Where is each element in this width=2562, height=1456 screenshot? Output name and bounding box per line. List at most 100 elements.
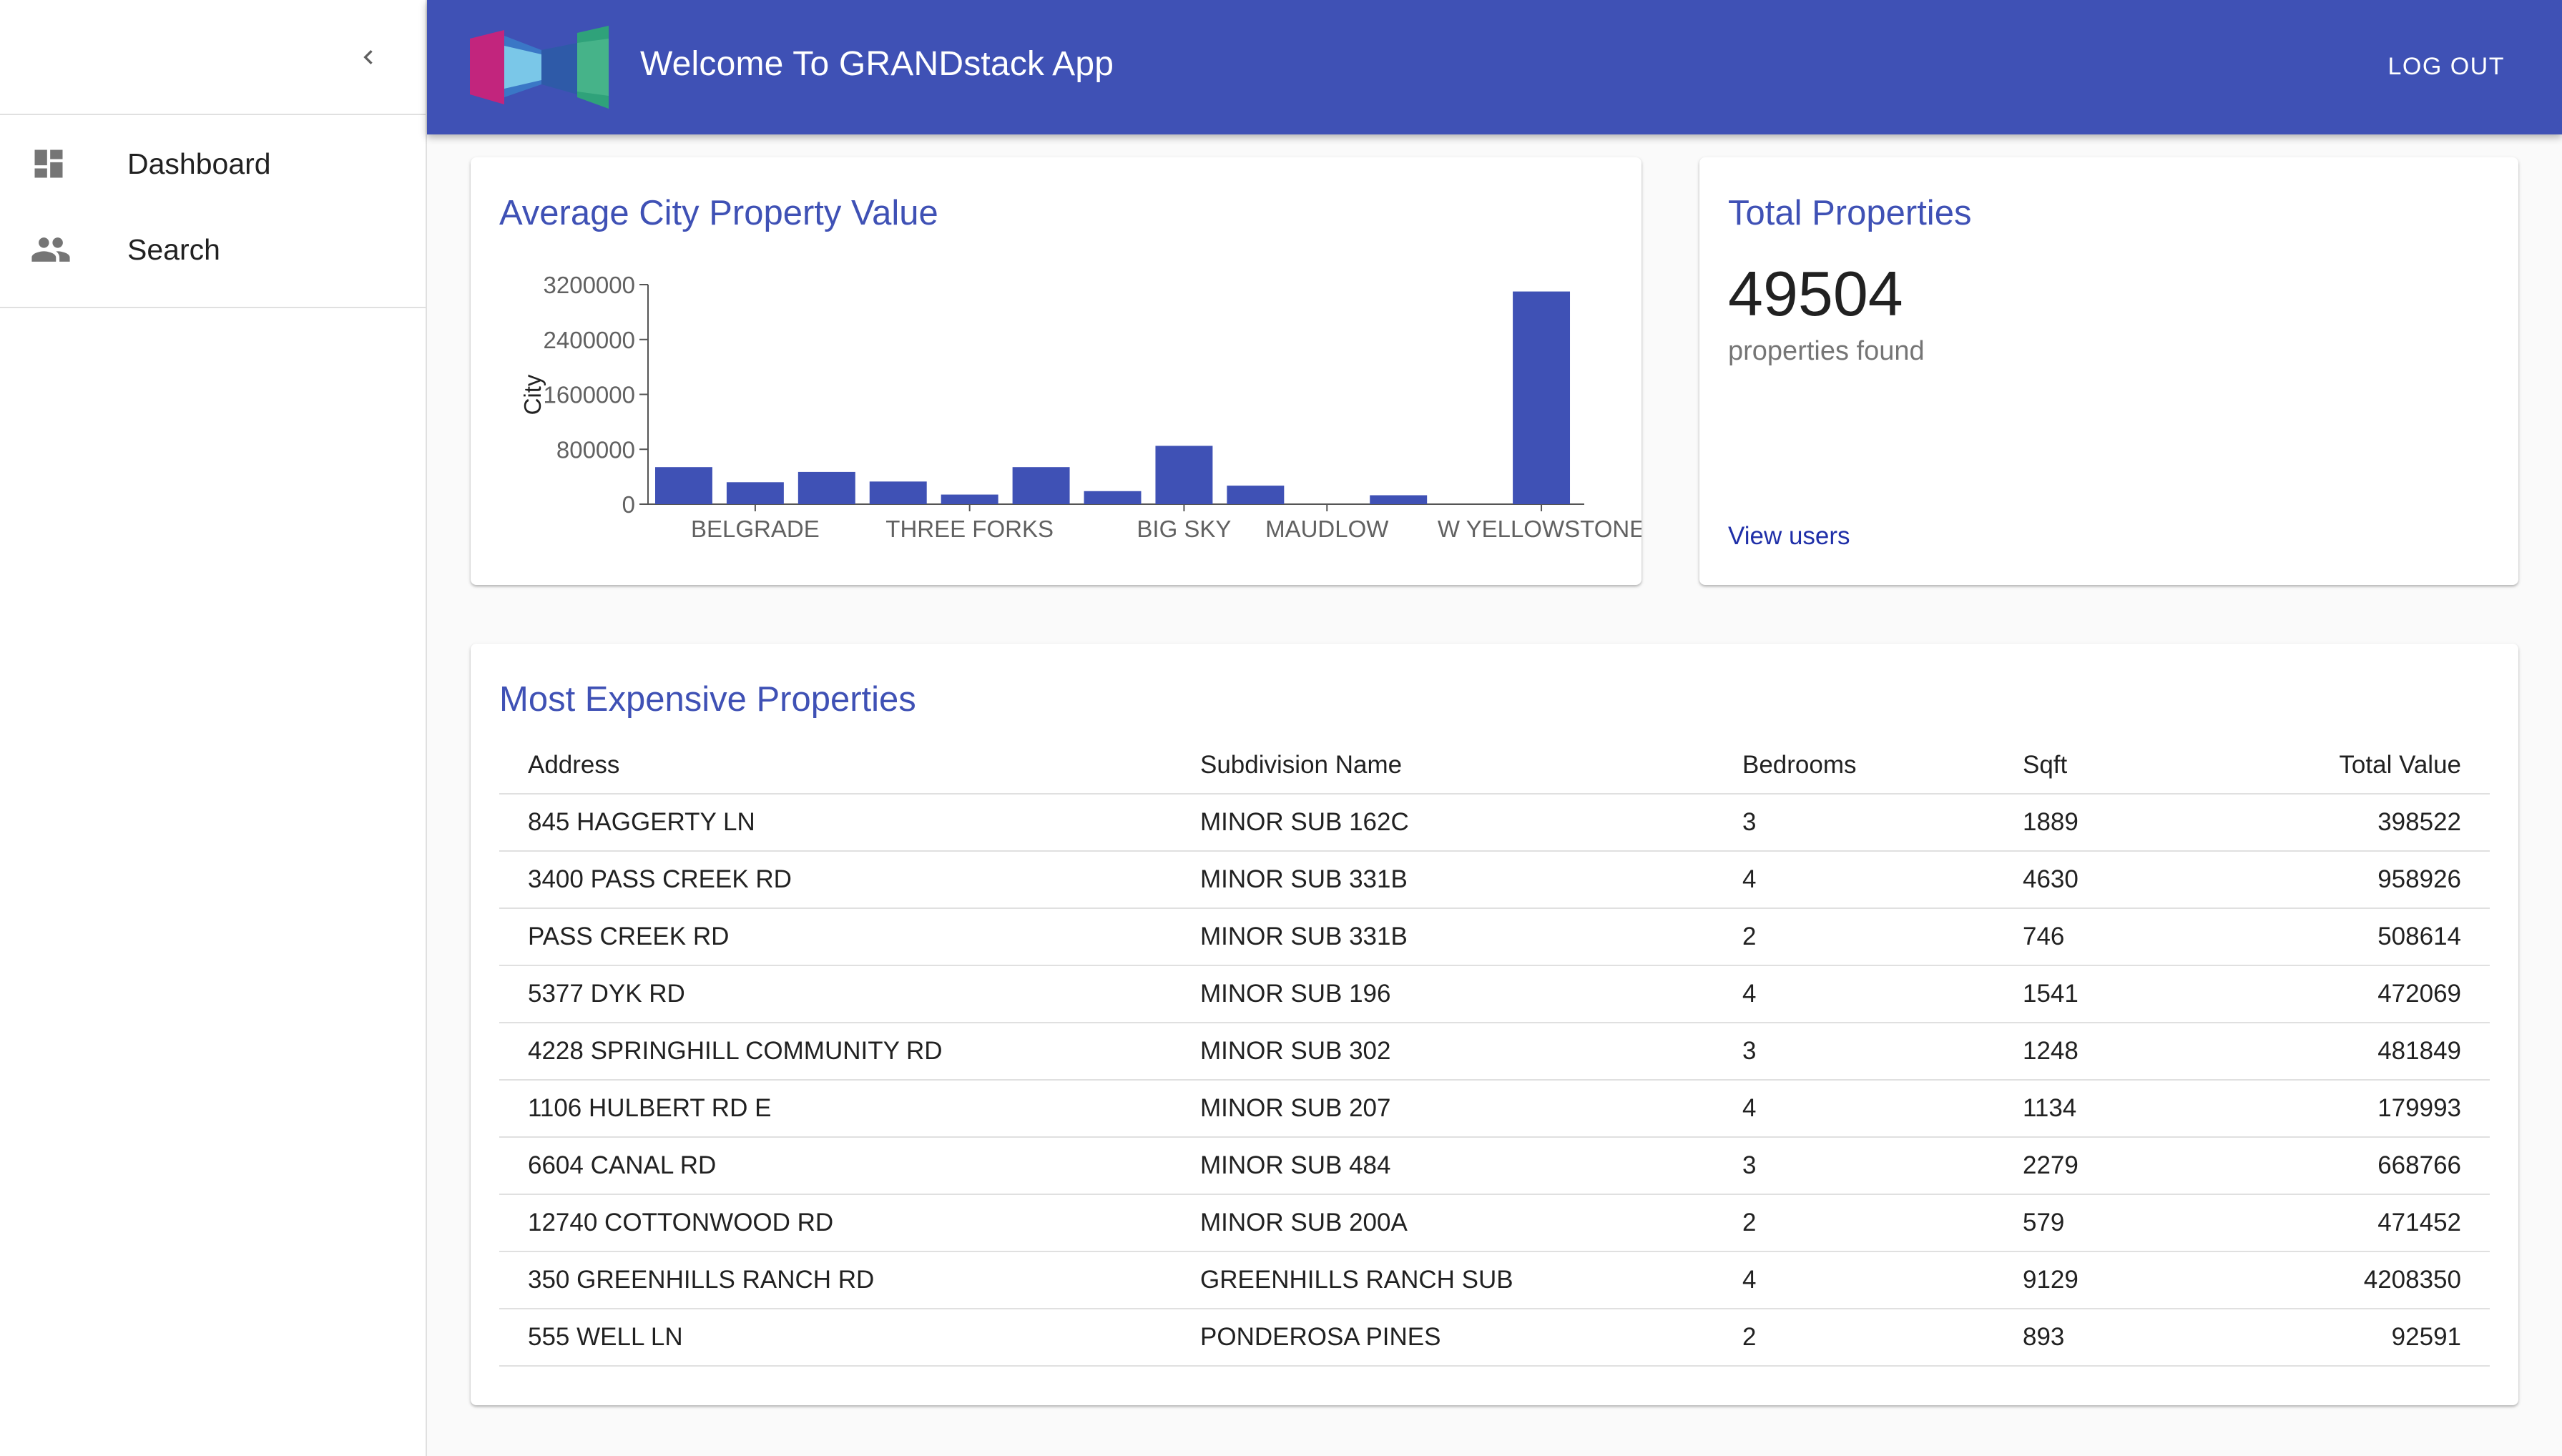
- total-value-cell: 398522: [2237, 794, 2490, 852]
- people-icon: [0, 229, 127, 270]
- total-properties-card: Total Properties 49504 properties found …: [1699, 157, 2518, 585]
- sidebar-item-dashboard[interactable]: Dashboard: [0, 121, 426, 207]
- bar[interactable]: [869, 481, 927, 504]
- bedrooms-cell: 4: [1742, 965, 2023, 1023]
- address-cell: 1106 HULBERT RD E: [499, 1080, 1200, 1138]
- bedrooms-cell: 4: [1742, 1080, 2023, 1138]
- table-row: 6604 CANAL RD MINOR SUB 484 3 2279 668766: [499, 1137, 2490, 1195]
- bedrooms-cell: 4: [1742, 851, 2023, 909]
- y-tick-label: 0: [622, 491, 635, 518]
- column-header-total-value[interactable]: Total Value: [2237, 737, 2490, 795]
- subdivision-cell: MINOR SUB 331B: [1200, 851, 1742, 909]
- sqft-cell: 1248: [2023, 1023, 2237, 1081]
- total-properties-count: 49504: [1728, 258, 1903, 329]
- total-value-cell: 471452: [2237, 1194, 2490, 1252]
- address-cell: 12740 COTTONWOOD RD: [499, 1194, 1200, 1252]
- column-header-subdivision[interactable]: Subdivision Name: [1200, 737, 1742, 795]
- sqft-cell: 746: [2023, 908, 2237, 966]
- x-tick-label: BIG SKY: [1137, 516, 1231, 542]
- table-row: 12740 COTTONWOOD RD MINOR SUB 200A 2 579 471…: [499, 1194, 2490, 1252]
- bedrooms-cell: 2: [1742, 1194, 2023, 1252]
- bar[interactable]: [1012, 467, 1070, 504]
- sqft-cell: 2279: [2023, 1137, 2237, 1195]
- x-tick-label: MAUDLOW: [1265, 516, 1389, 542]
- table-row: 5377 DYK RD MINOR SUB 196 4 1541 472069: [499, 965, 2490, 1023]
- bar[interactable]: [1513, 291, 1571, 504]
- table-row: 555 WELL LN PONDEROSA PINES 2 893 92591: [499, 1309, 2490, 1367]
- sidebar-item-label: Search: [127, 232, 220, 266]
- total-value-cell: 4208350: [2237, 1251, 2490, 1309]
- address-cell: 555 WELL LN: [499, 1309, 1200, 1367]
- table-row: 350 GREENHILLS RANCH RD GREENHILLS RANCH …: [499, 1251, 2490, 1309]
- x-tick-label: W YELLOWSTONE: [1438, 516, 1641, 542]
- sidebar-nav: Dashboard Search: [0, 115, 426, 308]
- total-value-cell: 481849: [2237, 1023, 2490, 1081]
- view-users-link[interactable]: View users: [1728, 522, 1850, 550]
- address-cell: 845 HAGGERTY LN: [499, 794, 1200, 852]
- bar[interactable]: [797, 471, 855, 504]
- dashboard-icon: [0, 145, 127, 182]
- bar[interactable]: [1227, 486, 1285, 504]
- sqft-cell: 1541: [2023, 965, 2237, 1023]
- table-row: 1106 HULBERT RD E MINOR SUB 207 4 1134 17999…: [499, 1080, 2490, 1138]
- sidebar-item-search[interactable]: Search: [0, 207, 426, 292]
- x-tick-label: BELGRADE: [691, 516, 820, 542]
- table-row: PASS CREEK RD MINOR SUB 331B 2 746 508614: [499, 908, 2490, 966]
- y-tick-label: 2400000: [544, 327, 635, 353]
- address-cell: 5377 DYK RD: [499, 965, 1200, 1023]
- table-row: 4228 SPRINGHILL COMMUNITY RD MINOR SUB 30…: [499, 1023, 2490, 1081]
- address-cell: 4228 SPRINGHILL COMMUNITY RD: [499, 1023, 1200, 1081]
- chevron-left-icon: [363, 50, 373, 64]
- bedrooms-cell: 4: [1742, 1251, 2023, 1309]
- total-value-cell: 472069: [2237, 965, 2490, 1023]
- bar[interactable]: [1370, 495, 1428, 504]
- subdivision-cell: PONDEROSA PINES: [1200, 1309, 1742, 1367]
- bedrooms-cell: 2: [1742, 908, 2023, 966]
- column-header-sqft[interactable]: Sqft: [2023, 737, 2237, 795]
- address-cell: 3400 PASS CREEK RD: [499, 851, 1200, 909]
- y-tick-label: 3200000: [544, 272, 635, 298]
- total-value-cell: 92591: [2237, 1309, 2490, 1367]
- sidebar-item-label: Dashboard: [127, 147, 271, 180]
- collapse-sidebar-button[interactable]: [336, 29, 401, 86]
- logout-button[interactable]: LOG OUT: [2387, 52, 2505, 80]
- table-card-title: Most Expensive Properties: [499, 680, 916, 719]
- chart-card-title: Average City Property Value: [499, 194, 938, 232]
- y-axis-label: City: [519, 374, 546, 415]
- sqft-cell: 1889: [2023, 794, 2237, 852]
- total-value-cell: 508614: [2237, 908, 2490, 966]
- properties-found-label: properties found: [1728, 336, 1925, 366]
- subdivision-cell: MINOR SUB 484: [1200, 1137, 1742, 1195]
- sqft-cell: 893: [2023, 1309, 2237, 1367]
- bar[interactable]: [726, 482, 784, 504]
- y-tick-label: 1600000: [544, 382, 635, 408]
- subdivision-cell: MINOR SUB 331B: [1200, 908, 1742, 966]
- subdivision-cell: MINOR SUB 196: [1200, 965, 1742, 1023]
- column-header-address[interactable]: Address: [499, 737, 1200, 795]
- subdivision-cell: MINOR SUB 302: [1200, 1023, 1742, 1081]
- bedrooms-cell: 3: [1742, 1023, 2023, 1081]
- properties-table: Address Subdivision Name Bedrooms Sqft T…: [499, 737, 2490, 1367]
- bar[interactable]: [1155, 446, 1213, 504]
- app-bar: Welcome To GRANDstack App LOG OUT: [427, 0, 2562, 134]
- sqft-cell: 4630: [2023, 851, 2237, 909]
- bedrooms-cell: 2: [1742, 1309, 2023, 1367]
- bar[interactable]: [941, 494, 998, 504]
- sidebar-header: [0, 0, 426, 115]
- total-card-title: Total Properties: [1728, 194, 1972, 232]
- address-cell: PASS CREEK RD: [499, 908, 1200, 966]
- address-cell: 6604 CANAL RD: [499, 1137, 1200, 1195]
- subdivision-cell: MINOR SUB 207: [1200, 1080, 1742, 1138]
- sqft-cell: 1134: [2023, 1080, 2237, 1138]
- subdivision-cell: MINOR SUB 162C: [1200, 794, 1742, 852]
- subdivision-cell: GREENHILLS RANCH SUB: [1200, 1251, 1742, 1309]
- column-header-bedrooms[interactable]: Bedrooms: [1742, 737, 2023, 795]
- average-property-value-card: Average City Property Value 3200000 24000…: [471, 157, 1641, 585]
- address-cell: 350 GREENHILLS RANCH RD: [499, 1251, 1200, 1309]
- app-title: Welcome To GRANDstack App: [640, 45, 1114, 83]
- subdivision-cell: MINOR SUB 200A: [1200, 1194, 1742, 1252]
- bar[interactable]: [655, 467, 712, 504]
- bar[interactable]: [1084, 491, 1142, 504]
- bedrooms-cell: 3: [1742, 794, 2023, 852]
- bar-chart: 3200000 2400000 1600000 800000 0 City BELGRADE…: [519, 272, 1641, 542]
